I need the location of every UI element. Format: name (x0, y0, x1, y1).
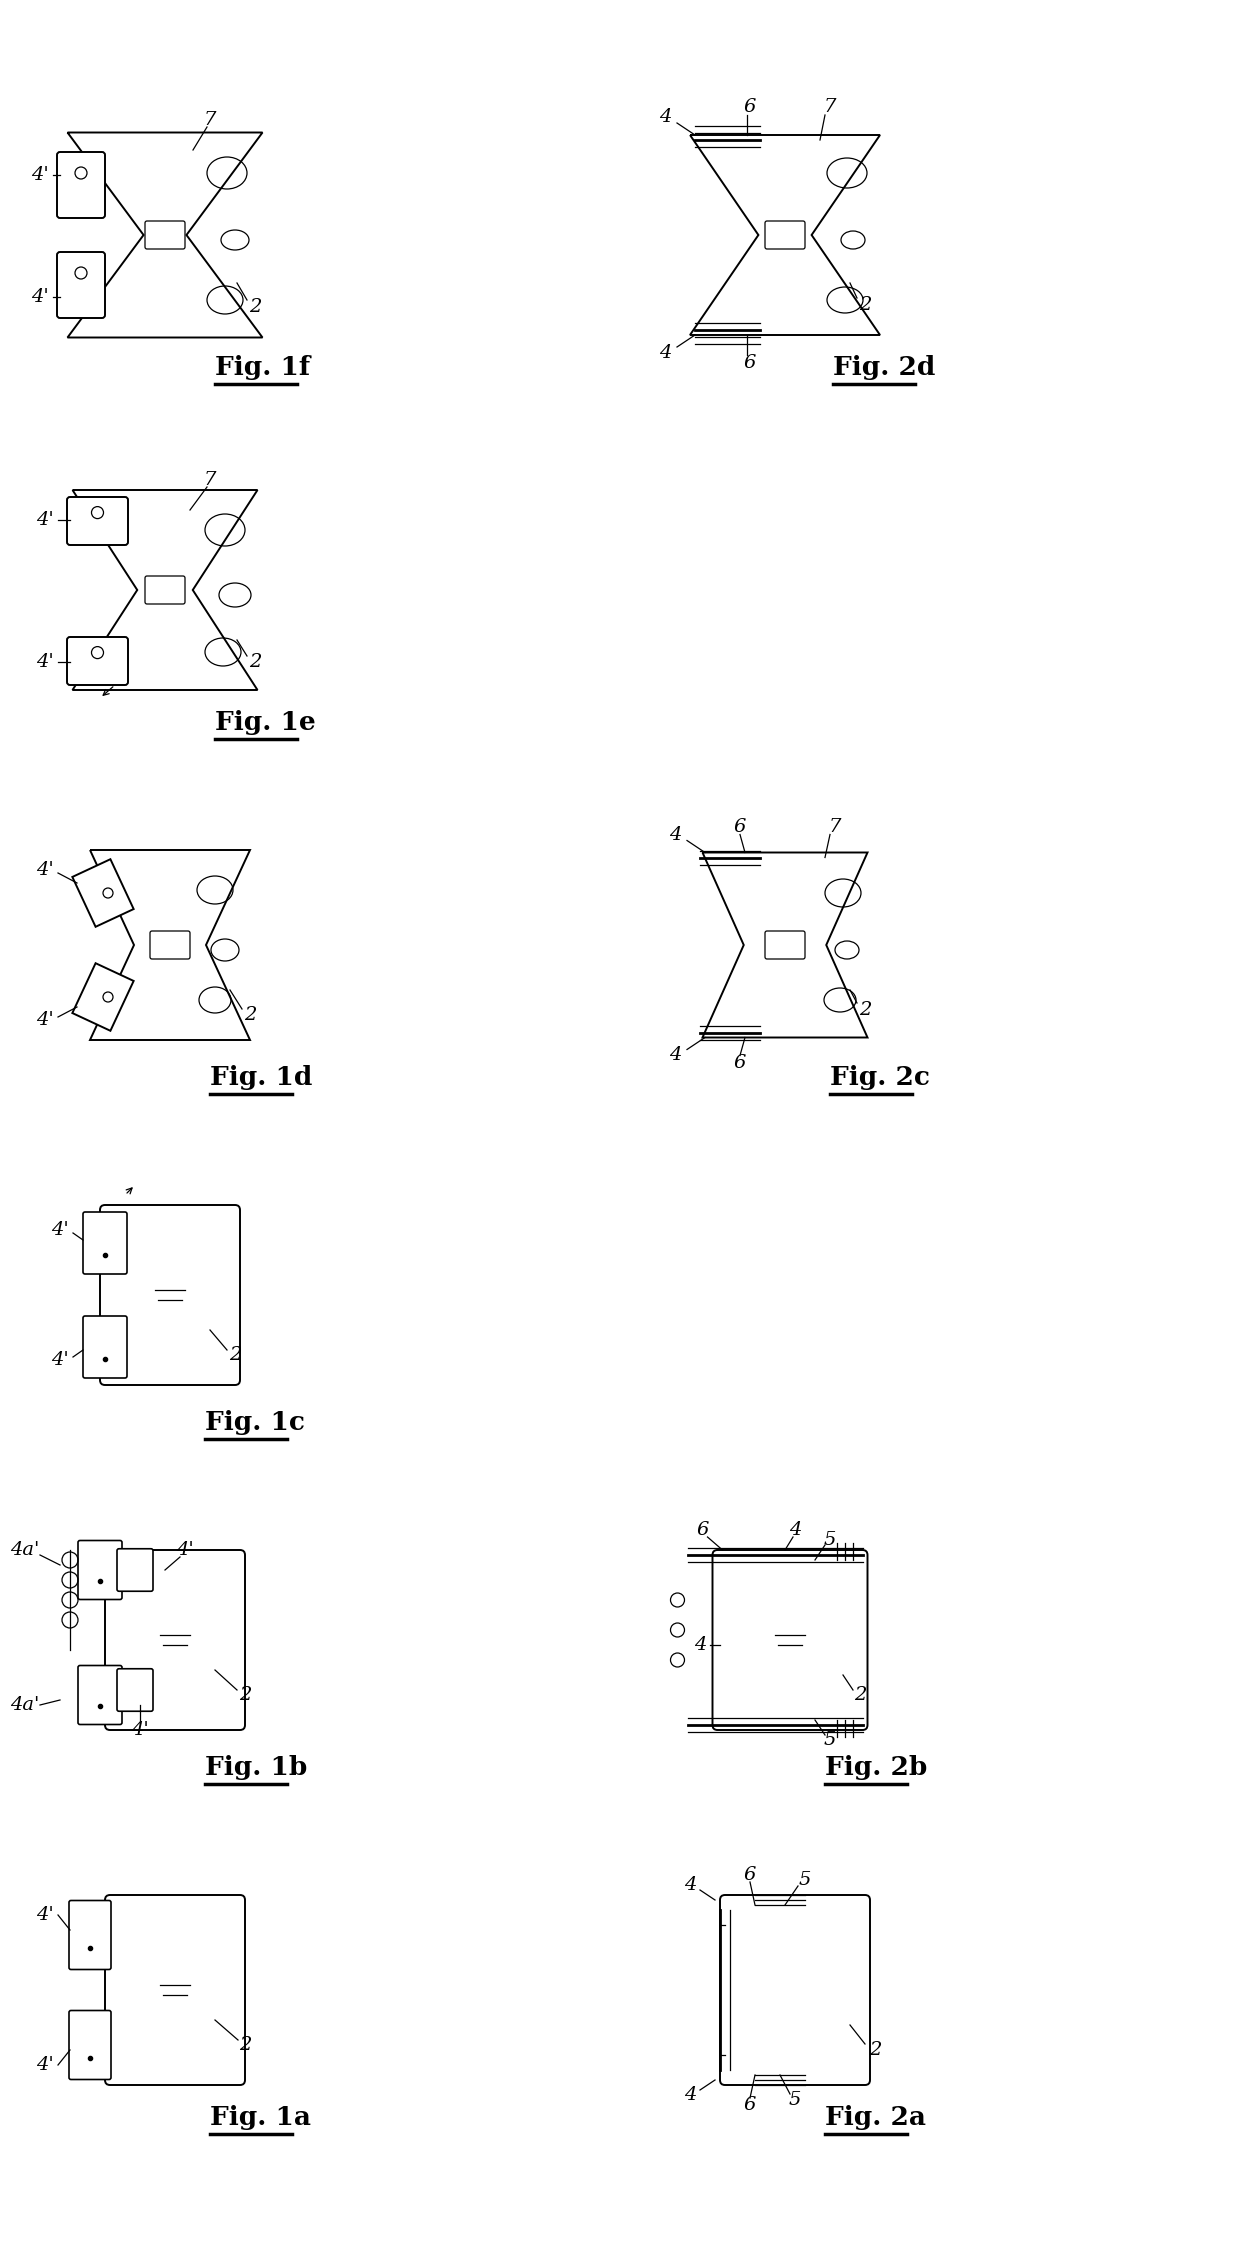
Text: 4: 4 (683, 1877, 696, 1895)
Text: 5: 5 (789, 2090, 801, 2108)
FancyBboxPatch shape (713, 1549, 868, 1731)
Text: 4: 4 (694, 1637, 707, 1655)
Text: Fig. 1e: Fig. 1e (215, 709, 316, 734)
Text: 2: 2 (859, 296, 872, 314)
Text: 6: 6 (744, 99, 756, 117)
Text: 6: 6 (734, 819, 746, 837)
FancyBboxPatch shape (105, 1895, 246, 2086)
Text: 6: 6 (744, 355, 756, 373)
Text: 2: 2 (239, 2036, 252, 2054)
FancyBboxPatch shape (78, 1666, 122, 1724)
Text: Fig. 1c: Fig. 1c (205, 1410, 305, 1435)
Text: 7: 7 (823, 99, 836, 117)
Text: Fig. 1f: Fig. 1f (215, 355, 310, 379)
Text: 2: 2 (854, 1686, 867, 1704)
FancyBboxPatch shape (105, 1549, 246, 1731)
Text: 4a': 4a' (10, 1695, 40, 1713)
FancyBboxPatch shape (69, 2012, 112, 2079)
FancyBboxPatch shape (83, 1212, 126, 1273)
Text: 7: 7 (203, 110, 216, 128)
Text: Fig. 2c: Fig. 2c (830, 1064, 930, 1091)
FancyBboxPatch shape (100, 1206, 241, 1385)
Text: 4': 4' (36, 1906, 53, 1924)
Text: 4': 4' (36, 653, 53, 671)
Text: 4a': 4a' (10, 1540, 40, 1558)
Text: 2: 2 (229, 1347, 242, 1365)
Text: 6: 6 (734, 1053, 746, 1071)
Text: 4: 4 (658, 108, 671, 126)
Text: 5: 5 (799, 1870, 811, 1888)
Text: Fig. 1d: Fig. 1d (210, 1064, 312, 1091)
Text: 4': 4' (31, 166, 48, 184)
FancyBboxPatch shape (765, 932, 805, 959)
Text: 4: 4 (668, 826, 681, 844)
Text: 4': 4' (36, 1010, 53, 1028)
FancyBboxPatch shape (117, 1549, 153, 1592)
Text: 4': 4' (31, 287, 48, 305)
Text: Fig. 1b: Fig. 1b (205, 1756, 308, 1780)
FancyBboxPatch shape (765, 220, 805, 249)
Text: 2: 2 (859, 1001, 872, 1019)
FancyBboxPatch shape (150, 932, 190, 959)
FancyBboxPatch shape (69, 1902, 112, 1969)
Text: 2: 2 (239, 1686, 252, 1704)
Text: 4': 4' (176, 1540, 193, 1558)
FancyBboxPatch shape (145, 220, 185, 249)
PathPatch shape (67, 132, 263, 337)
Text: 6: 6 (697, 1522, 709, 1540)
Text: 7: 7 (828, 819, 841, 837)
Text: Fig. 1a: Fig. 1a (210, 2106, 311, 2131)
Text: 4': 4' (36, 862, 53, 880)
Text: 4': 4' (131, 1722, 149, 1740)
Text: 2: 2 (249, 653, 262, 671)
Text: 2: 2 (869, 2041, 882, 2059)
Text: 4: 4 (668, 1046, 681, 1064)
FancyBboxPatch shape (83, 1316, 126, 1378)
Text: 5: 5 (823, 1531, 836, 1549)
FancyBboxPatch shape (145, 577, 185, 604)
FancyBboxPatch shape (57, 153, 105, 218)
Text: 4': 4' (36, 2056, 53, 2074)
Text: Fig. 2d: Fig. 2d (833, 355, 935, 379)
Text: 6: 6 (744, 2097, 756, 2115)
Text: Fig. 2a: Fig. 2a (825, 2106, 926, 2131)
FancyBboxPatch shape (720, 1895, 870, 2086)
Polygon shape (72, 860, 134, 927)
PathPatch shape (91, 851, 250, 1039)
Text: 6: 6 (744, 1866, 756, 1884)
FancyBboxPatch shape (117, 1668, 153, 1711)
Text: 4': 4' (51, 1221, 69, 1239)
Text: Fig. 2b: Fig. 2b (825, 1756, 928, 1780)
Text: 4: 4 (683, 2086, 696, 2104)
FancyBboxPatch shape (67, 496, 128, 546)
Text: 7: 7 (203, 471, 216, 489)
PathPatch shape (703, 853, 868, 1037)
Text: 4': 4' (51, 1351, 69, 1369)
Polygon shape (72, 963, 134, 1030)
Text: 2: 2 (249, 299, 262, 317)
Text: 4: 4 (658, 343, 671, 361)
FancyBboxPatch shape (78, 1540, 122, 1598)
FancyBboxPatch shape (67, 638, 128, 685)
PathPatch shape (72, 489, 258, 689)
Text: 5: 5 (823, 1731, 836, 1749)
Text: 4: 4 (789, 1522, 801, 1540)
Text: 4': 4' (36, 512, 53, 530)
PathPatch shape (689, 135, 880, 335)
FancyBboxPatch shape (57, 251, 105, 319)
Text: 2: 2 (244, 1006, 257, 1024)
